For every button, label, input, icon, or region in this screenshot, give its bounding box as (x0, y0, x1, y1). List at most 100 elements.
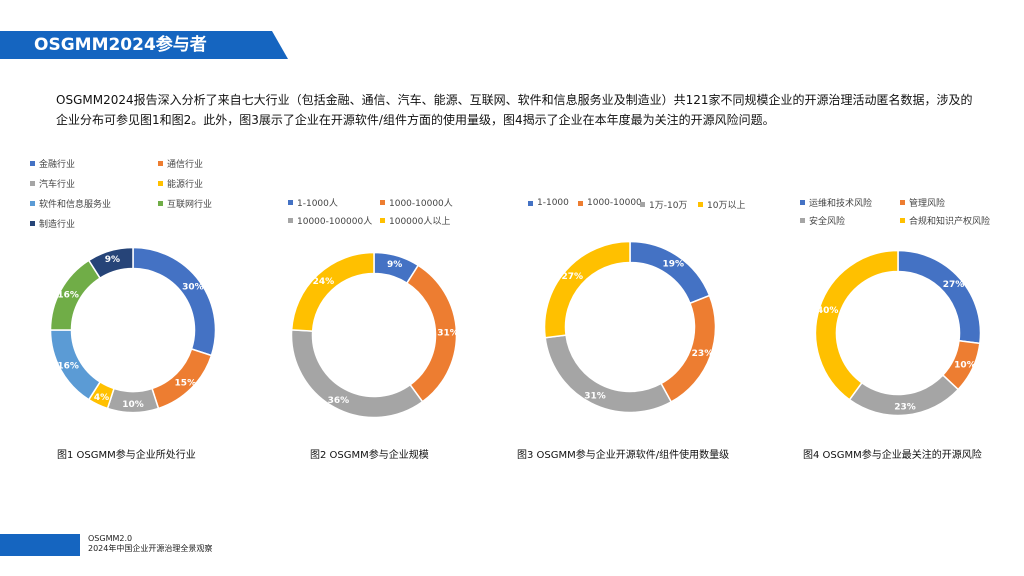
donut-chart: 27% 10% 23% 40% (814, 249, 982, 417)
donut-slice (544, 334, 673, 414)
legend-marker (800, 200, 805, 205)
donut-slice (132, 246, 217, 357)
legend-label: 100000人以上 (389, 217, 451, 227)
legend: 运维和技术风险 管理风险安全风险 合规和知识产权风险 (800, 150, 1020, 230)
legend-item: 安全风险 (800, 214, 845, 227)
legend-item: 通信行业 (158, 157, 203, 170)
legend-item: 10000-100000人 (288, 214, 372, 227)
data-label: 36% (328, 396, 350, 406)
legend-marker (30, 201, 35, 206)
legend-item: 金融行业 (30, 157, 75, 170)
donut-chart: 19% 23% 31% 27% (543, 240, 717, 414)
data-label: 31% (584, 392, 606, 402)
data-label: 30% (182, 283, 204, 293)
data-label: 23% (894, 403, 916, 413)
legend-marker (380, 200, 385, 205)
page-title: OSGMM2024参与者 (34, 35, 207, 55)
legend: 金融行业 通信行业汽车行业 能源行业软件和信息服务业 互联网行业制造行业 (30, 150, 230, 230)
donut-chart: 30% 15% 10% 4% 16% 16% 9% (49, 246, 217, 414)
data-label: 9% (105, 255, 120, 265)
donut-slice (629, 240, 711, 305)
legend-marker (158, 181, 163, 186)
data-label: 15% (175, 378, 197, 388)
data-label: 16% (57, 362, 79, 372)
legend-item: 管理风险 (900, 196, 945, 209)
legend-item: 合规和知识产权风险 (900, 214, 990, 227)
caption-figure-3: 图3 OSGMM参与企业开源软件/组件使用数量级 (517, 450, 730, 461)
footer-title: OSGMM2.0 (88, 534, 133, 543)
data-label: 23% (692, 349, 714, 359)
donut-slice (814, 249, 899, 401)
intro-paragraph: OSGMM2024报告深入分析了来自七大行业（包括金融、通信、汽车、能源、互联网… (56, 93, 973, 127)
legend-item: 互联网行业 (158, 197, 212, 210)
legend-item: 制造行业 (30, 217, 75, 230)
data-label: 24% (313, 277, 335, 287)
footer-bar (0, 534, 80, 556)
legend-marker (158, 201, 163, 206)
data-label: 16% (57, 290, 79, 300)
legend-marker (288, 218, 293, 223)
chart-company-size: 1-1000人 1000-10000人 10000-100000人 100000人以上… (288, 150, 478, 450)
legend-item: 1000-10000 (578, 198, 642, 208)
data-label: 31% (437, 329, 459, 339)
legend-item: 汽车行业 (30, 177, 75, 190)
legend-item: 1-1000 (528, 198, 569, 208)
legend: 1-1000 1000-10000 1万-10万 10万以上 (528, 150, 758, 230)
donut-slice (543, 240, 631, 339)
legend-marker (380, 218, 385, 223)
legend-marker (158, 161, 163, 166)
legend-marker (578, 200, 583, 206)
caption-figure-1: 图1 OSGMM参与企业所处行业 (57, 450, 196, 461)
footer: OSGMM2.0 2024年中国企业开源治理全景观察 (88, 534, 212, 554)
legend-item: 1万-10万 (640, 198, 687, 211)
legend-label: 通信行业 (167, 160, 204, 170)
data-label: 10% (954, 361, 976, 371)
chart-industry: 金融行业 通信行业汽车行业 能源行业软件和信息服务业 互联网行业制造行业 30% 15% 1… (30, 150, 230, 450)
legend-item: 1-1000人 (288, 196, 338, 209)
legend-label: 10000-100000人 (297, 217, 373, 227)
legend: 1-1000人 1000-10000人 10000-100000人 100000人以上 (288, 150, 478, 230)
data-label: 10% (122, 400, 144, 410)
legend-label: 1-1000 (537, 198, 569, 208)
data-label: 19% (663, 259, 685, 269)
legend-marker (30, 161, 35, 166)
legend-marker (698, 202, 703, 207)
legend-label: 1000-10000 (587, 198, 642, 208)
legend-label: 1-1000人 (297, 199, 338, 209)
legend-label: 软件和信息服务业 (39, 200, 112, 210)
legend-label: 金融行业 (39, 160, 76, 170)
caption-figure-2: 图2 OSGMM参与企业规模 (310, 450, 429, 461)
legend-label: 制造行业 (39, 220, 76, 230)
legend-label: 1000-10000人 (389, 199, 453, 209)
legend-label: 合规和知识产权风险 (909, 217, 991, 227)
legend-label: 运维和技术风险 (809, 199, 873, 209)
donut-slice (87, 246, 134, 280)
legend-marker (288, 200, 293, 205)
donut-slice (897, 249, 982, 345)
legend-marker (900, 200, 905, 205)
data-label: 27% (943, 280, 965, 290)
chart-oss-risk: 运维和技术风险 管理风险安全风险 合规和知识产权风险 27% 10% 23% 40% (800, 150, 1020, 450)
title-banner: OSGMM2024参与者 (0, 31, 288, 59)
legend-label: 互联网行业 (167, 200, 213, 210)
data-label: 9% (387, 260, 402, 270)
legend-item: 1000-10000人 (380, 196, 453, 209)
footer-subtitle: 2024年中国企业开源治理全景观察 (88, 544, 213, 553)
legend-label: 管理风险 (909, 199, 946, 209)
legend-label: 能源行业 (167, 180, 204, 190)
donut-chart: 9% 31% 36% 24% (290, 251, 459, 419)
legend-label: 10万以上 (707, 201, 746, 211)
legend-item: 运维和技术风险 (800, 196, 872, 209)
caption-figure-4: 图4 OSGMM参与企业最关注的开源风险 (803, 450, 982, 461)
legend-item: 能源行业 (158, 177, 203, 190)
legend-marker (30, 221, 35, 226)
legend-marker (900, 218, 905, 223)
legend-marker (800, 218, 805, 223)
data-label: 27% (561, 272, 583, 282)
data-label: 4% (94, 393, 109, 403)
chart-oss-usage: 1-1000 1000-10000 1万-10万 10万以上 19% 23% 31% 27% (528, 150, 758, 450)
legend-label: 汽车行业 (39, 180, 76, 190)
data-label: 40% (817, 306, 839, 316)
legend-label: 安全风险 (809, 217, 846, 227)
legend-marker (528, 200, 533, 206)
